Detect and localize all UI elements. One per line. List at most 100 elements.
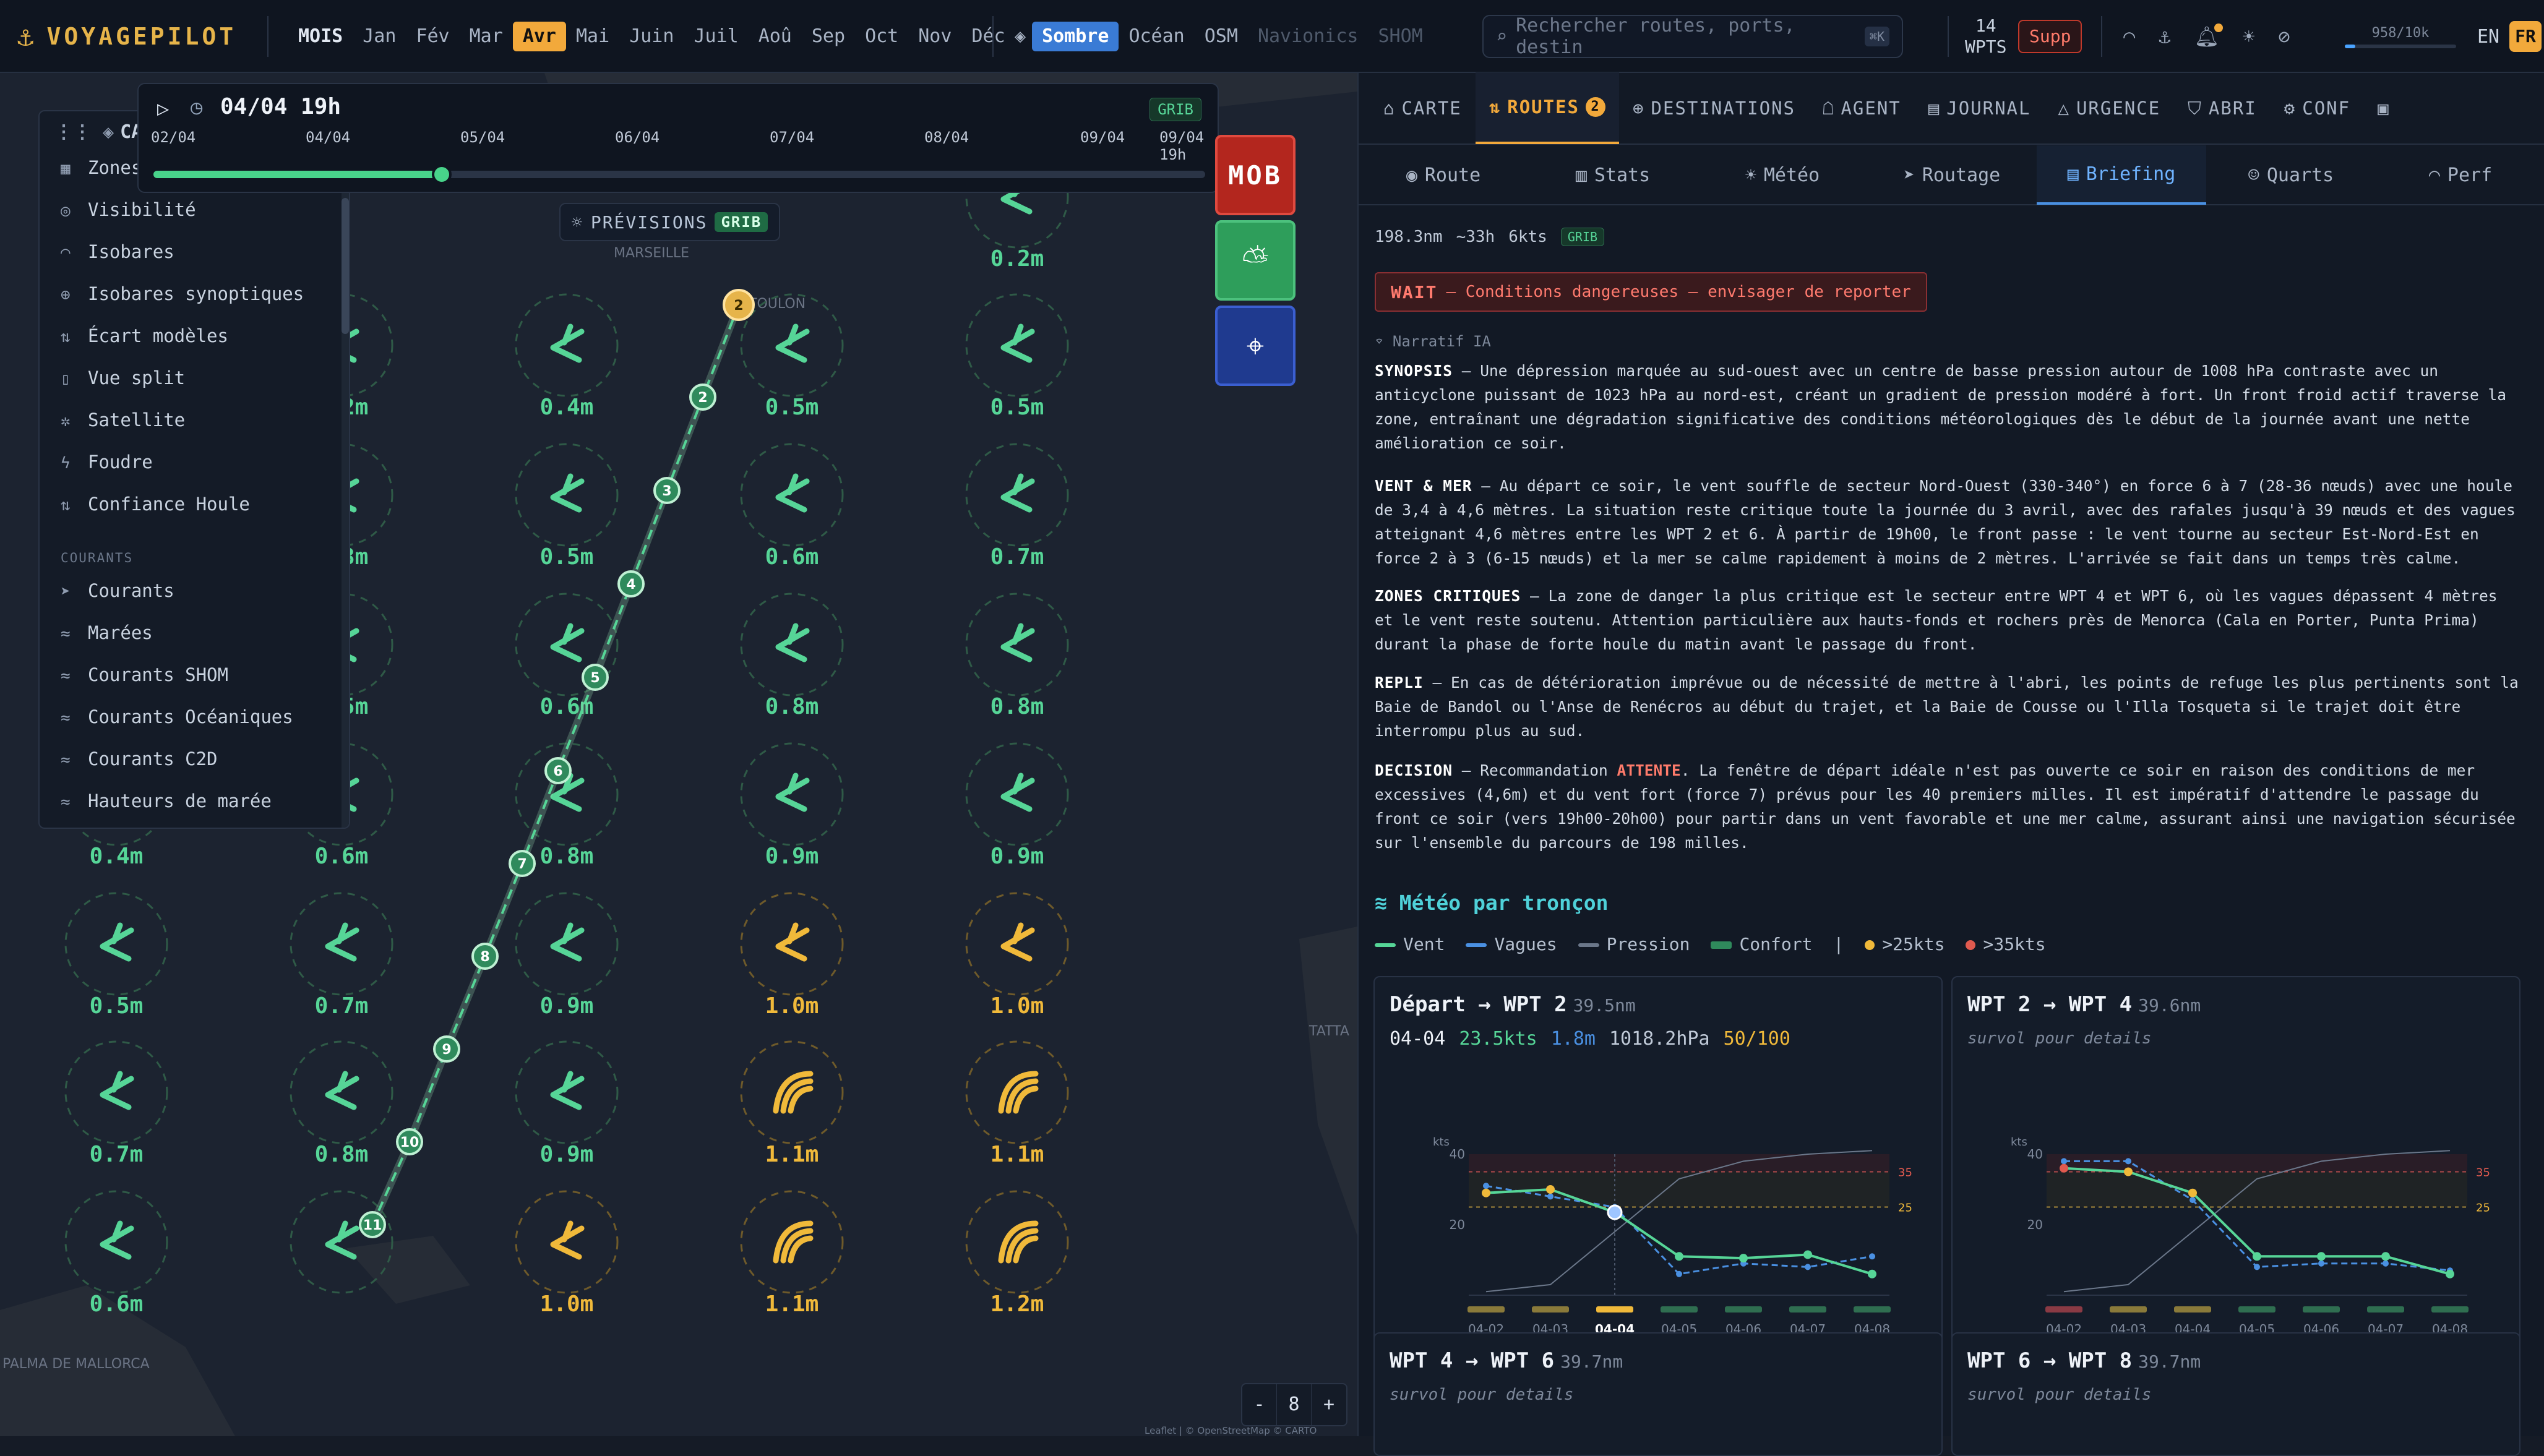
app-logo[interactable]: ⚓ VOYAGEPILOT (17, 0, 236, 73)
layers-scrollbar[interactable] (342, 111, 349, 828)
month-3[interactable]: Avr (512, 22, 566, 51)
panel-toggle-icon[interactable]: ▣ (2378, 98, 2390, 119)
basemap-shom[interactable]: SHOM (1378, 25, 1423, 47)
timeline-tick[interactable]: 08/04 (924, 129, 969, 146)
wind-barb[interactable]: 0.8m (515, 742, 619, 869)
month-11[interactable]: Déc (971, 25, 1005, 47)
wind-barb[interactable]: 0.7m (290, 892, 393, 1019)
series-point[interactable] (1739, 1254, 1748, 1263)
layer-item[interactable]: ▦ Zones (61, 157, 142, 178)
timeline-tick[interactable]: 09/04 19h (1159, 129, 1205, 163)
month-0[interactable]: Jan (363, 25, 397, 47)
subtab-route[interactable]: ◉ Route (1359, 145, 1528, 205)
series-point[interactable] (1482, 1188, 1490, 1197)
wind-barb[interactable]: 1.0m (515, 1190, 619, 1317)
wind-barb[interactable]: 0.4m (515, 293, 619, 420)
language-fr[interactable]: FR (2509, 21, 2542, 52)
series-point[interactable] (1546, 1185, 1555, 1194)
forecast-pill[interactable]: ☼ PRÉVISIONS GRIB (559, 203, 781, 241)
wind-barb[interactable]: 1.1m (740, 1190, 844, 1317)
month-5[interactable]: Juin (629, 25, 674, 47)
layer-item[interactable]: ≈ Hauteurs de marée (61, 790, 272, 812)
eye-off-icon[interactable]: ⊘ (2278, 25, 2290, 48)
timeline-tick[interactable]: 09/04 (1080, 129, 1125, 146)
sun-icon[interactable]: ☀ (2243, 25, 2255, 48)
search-input[interactable]: ⌕ Rechercher routes, ports, destin ⌘K (1482, 15, 1903, 58)
route-waypoint[interactable]: 3 (653, 477, 681, 504)
route-waypoint[interactable]: 8 (471, 943, 499, 970)
leg-card[interactable]: Départ → WPT 2 39.5nm 04-04 23.5kts 1.8m … (1373, 976, 1943, 1394)
wind-barb[interactable]: 0.5m (64, 892, 168, 1019)
month-10[interactable]: Nov (918, 25, 952, 47)
basemap-navionics[interactable]: Navionics (1257, 25, 1359, 47)
route-waypoint[interactable]: 2 (723, 289, 755, 321)
timeline-tick[interactable]: 07/04 (770, 129, 815, 146)
mob-button[interactable]: MOB (1215, 135, 1296, 215)
series-point[interactable] (2381, 1252, 2390, 1261)
route-waypoint[interactable]: 2 (689, 383, 716, 411)
basemap-sombre[interactable]: Sombre (1032, 22, 1119, 51)
play-icon[interactable]: ▷ (157, 96, 170, 120)
tab-urgence[interactable]: △ URGENCE (2044, 72, 2174, 144)
wind-barb[interactable]: 1.0m (965, 892, 1069, 1019)
month-7[interactable]: Aoû (758, 25, 792, 47)
leg-card[interactable]: WPT 6 → WPT 8 39.7nm survol pour details (1951, 1332, 2520, 1456)
month-6[interactable]: Juil (694, 25, 739, 47)
basemap-océan[interactable]: Océan (1128, 25, 1185, 47)
tab-agent[interactable]: ☖ AGENT (1809, 72, 1915, 144)
series-point[interactable] (1676, 1270, 1682, 1277)
series-point[interactable] (2189, 1197, 2196, 1204)
layer-item[interactable]: ◠ Isobares (61, 241, 174, 262)
tab-carte[interactable]: ⌂ CARTE (1370, 72, 1476, 144)
series-point[interactable] (1869, 1253, 1875, 1260)
series-point[interactable] (1868, 1269, 1876, 1278)
bell-icon[interactable]: 🔔︎ (2194, 24, 2224, 48)
wind-barb[interactable]: 1.1m (740, 1040, 844, 1167)
month-8[interactable]: Sep (811, 25, 846, 47)
delete-waypoints-button[interactable]: Supp (2018, 20, 2082, 53)
layer-item[interactable]: ≈ Marées (61, 622, 153, 643)
language-en[interactable]: EN (2477, 25, 2500, 48)
wind-barb[interactable]: 0.9m (515, 1040, 619, 1167)
tab-destinations[interactable]: ⊕ DESTINATIONS (1619, 72, 1809, 144)
wind-barb[interactable]: 1.0m (740, 892, 844, 1019)
wind-barb[interactable]: 0.9m (740, 742, 844, 869)
zoom-in-button[interactable]: + (1323, 1394, 1335, 1415)
wind-barb[interactable]: 0.6m (740, 443, 844, 570)
wind-barb[interactable]: 0.9m (965, 742, 1069, 869)
tab-routes[interactable]: ⇅ ROUTES 2 (1475, 72, 1620, 144)
route-waypoint[interactable]: 4 (617, 570, 645, 597)
tab-journal[interactable]: ▤ JOURNAL (1915, 72, 2045, 144)
wind-barb[interactable]: 0.6m (64, 1190, 168, 1317)
tab-conf[interactable]: ⚙ CONF (2271, 72, 2364, 144)
route-waypoint[interactable]: 11 (359, 1211, 386, 1238)
leg-card[interactable]: WPT 4 → WPT 6 39.7nm survol pour details (1373, 1332, 1943, 1456)
series-point[interactable] (2061, 1158, 2067, 1165)
series-point[interactable] (1805, 1264, 1811, 1270)
layer-item[interactable]: ◎ Visibilité (61, 199, 196, 220)
month-1[interactable]: Fév (416, 25, 450, 47)
layer-item[interactable]: ➤ Courants (61, 580, 174, 601)
wind-barb[interactable]: 0.8m (290, 1040, 393, 1167)
timeline-tick[interactable]: 06/04 (615, 129, 660, 146)
series-point[interactable] (1483, 1183, 1489, 1189)
wind-barb[interactable]: 0.9m (515, 892, 619, 1019)
timeline-tick[interactable]: 04/04 (306, 129, 351, 146)
series-point[interactable] (1675, 1252, 1683, 1261)
month-9[interactable]: Oct (865, 25, 899, 47)
wind-barb[interactable]: 0.7m (965, 443, 1069, 570)
subtab-quarts[interactable]: ☺ Quarts (2206, 145, 2376, 205)
series-point[interactable] (2125, 1158, 2131, 1165)
wind-barb[interactable]: 0.5m (740, 293, 844, 420)
route-waypoint[interactable]: 5 (582, 664, 609, 691)
anchor-icon[interactable]: ⚓ (2159, 25, 2171, 48)
series-point[interactable] (1547, 1193, 1553, 1200)
wind-barb[interactable]: 1.2m (965, 1190, 1069, 1317)
layer-item[interactable]: ⇅ Confiance Houle (61, 494, 250, 515)
month-4[interactable]: Mai (576, 25, 610, 47)
wind-barb[interactable]: 1.1m (965, 1040, 1069, 1167)
series-point[interactable] (2446, 1269, 2454, 1278)
wind-barb[interactable]: 0.6m (515, 593, 619, 719)
route-waypoint[interactable]: 10 (396, 1128, 423, 1155)
layer-item[interactable]: ϟ Foudre (61, 452, 153, 473)
